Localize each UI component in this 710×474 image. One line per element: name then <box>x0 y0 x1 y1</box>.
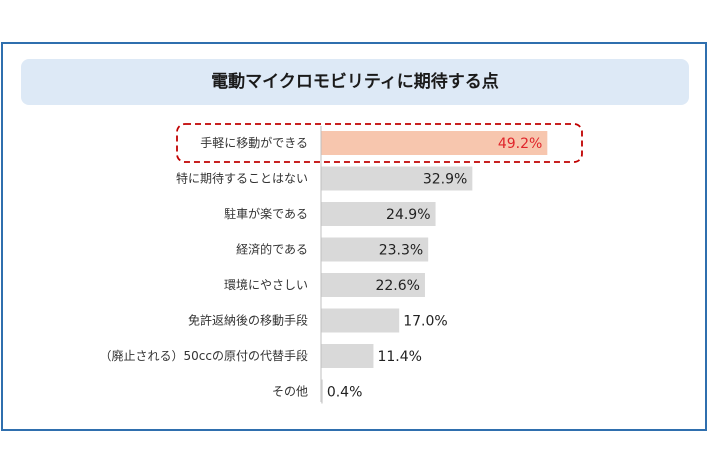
bar <box>321 131 548 155</box>
chart-title: 電動マイクロモビリティに期待する点 <box>211 72 499 92</box>
category-label: 手軽に移動ができる <box>200 135 308 150</box>
bar <box>321 344 374 368</box>
value-label: 17.0% <box>403 314 447 330</box>
value-label: 11.4% <box>377 349 421 365</box>
category-label: 免許返納後の移動手段 <box>188 313 308 328</box>
bar <box>321 308 400 333</box>
value-label: 32.9% <box>423 172 467 188</box>
title-banner: 電動マイクロモビリティに期待する点 <box>21 59 689 105</box>
highlight-box <box>176 123 583 163</box>
category-label: 駐車が楽である <box>224 206 308 221</box>
bar <box>321 273 425 297</box>
bar <box>321 166 473 191</box>
value-label: 23.3% <box>379 243 423 259</box>
category-label: （廃止される）50ccの原付の代替手段 <box>100 348 308 363</box>
category-label: 特に期待することはない <box>176 171 308 186</box>
value-label: 24.9% <box>386 207 430 223</box>
category-label: 環境にやさしい <box>224 277 308 292</box>
value-label: 49.2% <box>498 136 542 152</box>
value-label: 22.6% <box>375 278 419 294</box>
bar <box>321 237 429 262</box>
category-label: 経済的である <box>236 242 308 257</box>
bar <box>321 379 323 404</box>
bar <box>321 202 436 226</box>
category-label: その他 <box>272 385 308 399</box>
value-label: 0.4% <box>327 385 363 401</box>
